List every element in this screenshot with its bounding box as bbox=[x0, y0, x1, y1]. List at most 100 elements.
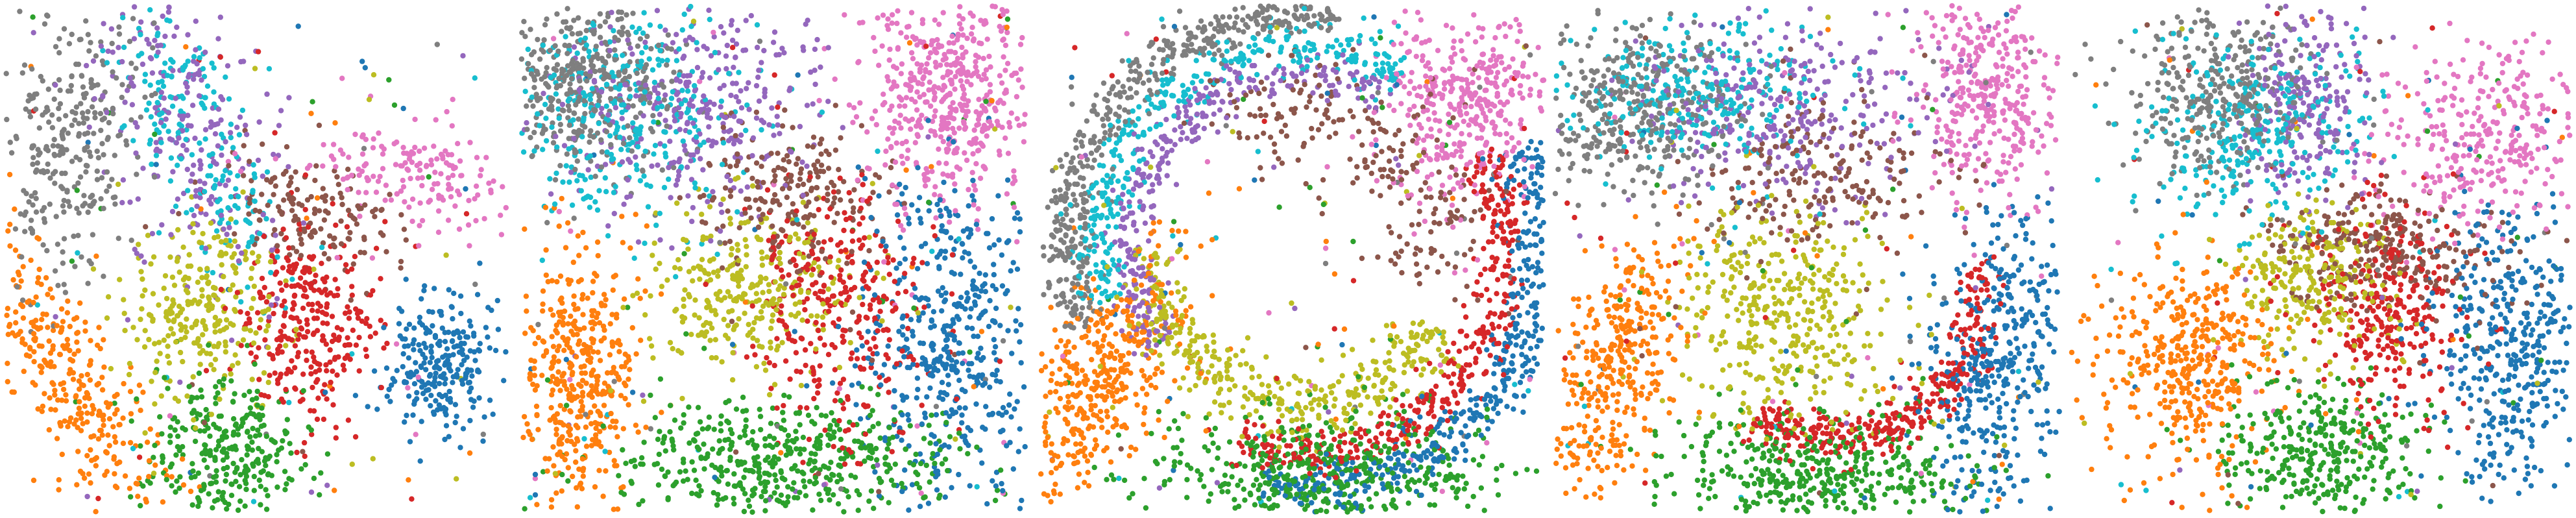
scatter-point bbox=[352, 434, 359, 440]
scatter-point bbox=[150, 45, 156, 51]
scatter-point bbox=[193, 188, 199, 194]
scatter-point bbox=[160, 13, 165, 19]
scatter-point bbox=[406, 477, 411, 483]
scatter-point bbox=[560, 179, 566, 185]
scatter-point bbox=[146, 474, 152, 480]
scatter-point bbox=[759, 344, 765, 350]
scatter-point bbox=[801, 224, 807, 230]
scatter-point bbox=[237, 472, 243, 478]
scatter-point bbox=[827, 254, 833, 260]
scatter-point bbox=[235, 432, 241, 438]
scatter-point bbox=[141, 259, 147, 265]
scatter-point bbox=[967, 483, 973, 489]
scatter-point bbox=[909, 482, 916, 487]
scatter-point bbox=[272, 130, 278, 136]
scatter-point bbox=[878, 382, 884, 388]
scatter-point bbox=[831, 182, 837, 189]
scatter-point bbox=[213, 161, 219, 167]
scatter-point bbox=[477, 341, 483, 347]
scatter-point bbox=[475, 369, 481, 375]
scatter-point bbox=[701, 441, 707, 447]
scatter-point bbox=[689, 490, 695, 497]
scatter-point bbox=[302, 265, 308, 271]
scatter-point bbox=[246, 240, 252, 245]
scatter-point bbox=[543, 247, 549, 253]
scatter-point bbox=[629, 24, 635, 30]
scatter-point bbox=[180, 358, 186, 365]
scatter-point bbox=[42, 357, 47, 364]
scatter-point bbox=[119, 58, 125, 65]
scatter-point bbox=[805, 318, 810, 324]
scatter-point bbox=[40, 78, 45, 84]
scatter-point bbox=[38, 281, 44, 288]
scatter-point bbox=[162, 273, 169, 279]
scatter-point bbox=[38, 369, 44, 375]
scatter-point bbox=[569, 372, 575, 378]
scatter-point bbox=[914, 61, 920, 67]
scatter-point bbox=[361, 145, 367, 151]
scatter-point bbox=[356, 190, 361, 195]
scatter-point bbox=[1004, 29, 1010, 36]
scatter-point bbox=[57, 87, 63, 93]
scatter-point bbox=[684, 164, 690, 170]
scatter-point bbox=[120, 15, 126, 21]
scatter-point bbox=[836, 364, 843, 371]
scatter-point bbox=[565, 423, 571, 429]
scatter-point bbox=[93, 509, 99, 515]
scatter-point bbox=[99, 375, 105, 380]
scatter-point bbox=[709, 197, 716, 203]
scatter-point bbox=[525, 46, 531, 53]
scatter-point bbox=[5, 306, 11, 312]
scatter-point bbox=[598, 338, 604, 344]
scatter-point bbox=[284, 144, 290, 150]
scatter-point bbox=[284, 481, 289, 487]
scatter-point bbox=[96, 325, 102, 330]
scatter-point bbox=[230, 282, 236, 288]
scatter-point bbox=[932, 233, 938, 239]
scatter-point bbox=[45, 86, 52, 92]
scatter-point bbox=[620, 25, 626, 31]
scatter-point bbox=[877, 375, 882, 380]
scatter-point bbox=[201, 189, 208, 195]
scatter-point bbox=[371, 72, 377, 78]
scatter-point bbox=[99, 117, 105, 123]
scatter-point bbox=[751, 319, 757, 326]
scatter-point bbox=[749, 175, 755, 181]
scatter-point bbox=[557, 402, 563, 409]
scatter-point bbox=[269, 217, 276, 223]
scatter-point bbox=[56, 152, 62, 158]
scatter-point bbox=[320, 186, 326, 191]
scatter-point bbox=[543, 272, 549, 278]
scatter-point bbox=[808, 272, 815, 278]
scatter-point bbox=[221, 226, 226, 232]
scatter-point bbox=[532, 341, 538, 347]
scatter-point bbox=[1000, 487, 1006, 494]
scatter-point bbox=[370, 145, 376, 151]
scatter-point bbox=[79, 410, 84, 416]
scatter-point bbox=[881, 293, 887, 299]
scatter-point bbox=[53, 407, 58, 413]
scatter-point bbox=[277, 375, 283, 380]
scatter-point bbox=[720, 140, 727, 146]
scatter-point bbox=[738, 188, 744, 194]
scatter-point bbox=[167, 178, 174, 184]
scatter-point bbox=[199, 275, 205, 280]
scatter-point bbox=[130, 138, 136, 143]
scatter-point bbox=[775, 151, 781, 156]
scatter-point bbox=[647, 100, 653, 106]
scatter-point bbox=[657, 23, 663, 29]
scatter-point bbox=[1014, 328, 1019, 334]
scatter-point bbox=[948, 235, 954, 241]
scatter-point bbox=[208, 220, 214, 226]
scatter-point bbox=[816, 382, 822, 388]
scatter-point bbox=[446, 365, 452, 371]
scatter-point bbox=[460, 53, 466, 59]
scatter-point bbox=[653, 266, 659, 272]
scatter-point bbox=[36, 266, 42, 273]
scatter-point bbox=[677, 127, 683, 132]
scatter-point bbox=[185, 264, 191, 269]
scatter-point bbox=[404, 166, 410, 172]
scatter-point bbox=[335, 182, 341, 188]
scatter-point bbox=[971, 202, 977, 208]
scatter-point bbox=[417, 458, 423, 464]
